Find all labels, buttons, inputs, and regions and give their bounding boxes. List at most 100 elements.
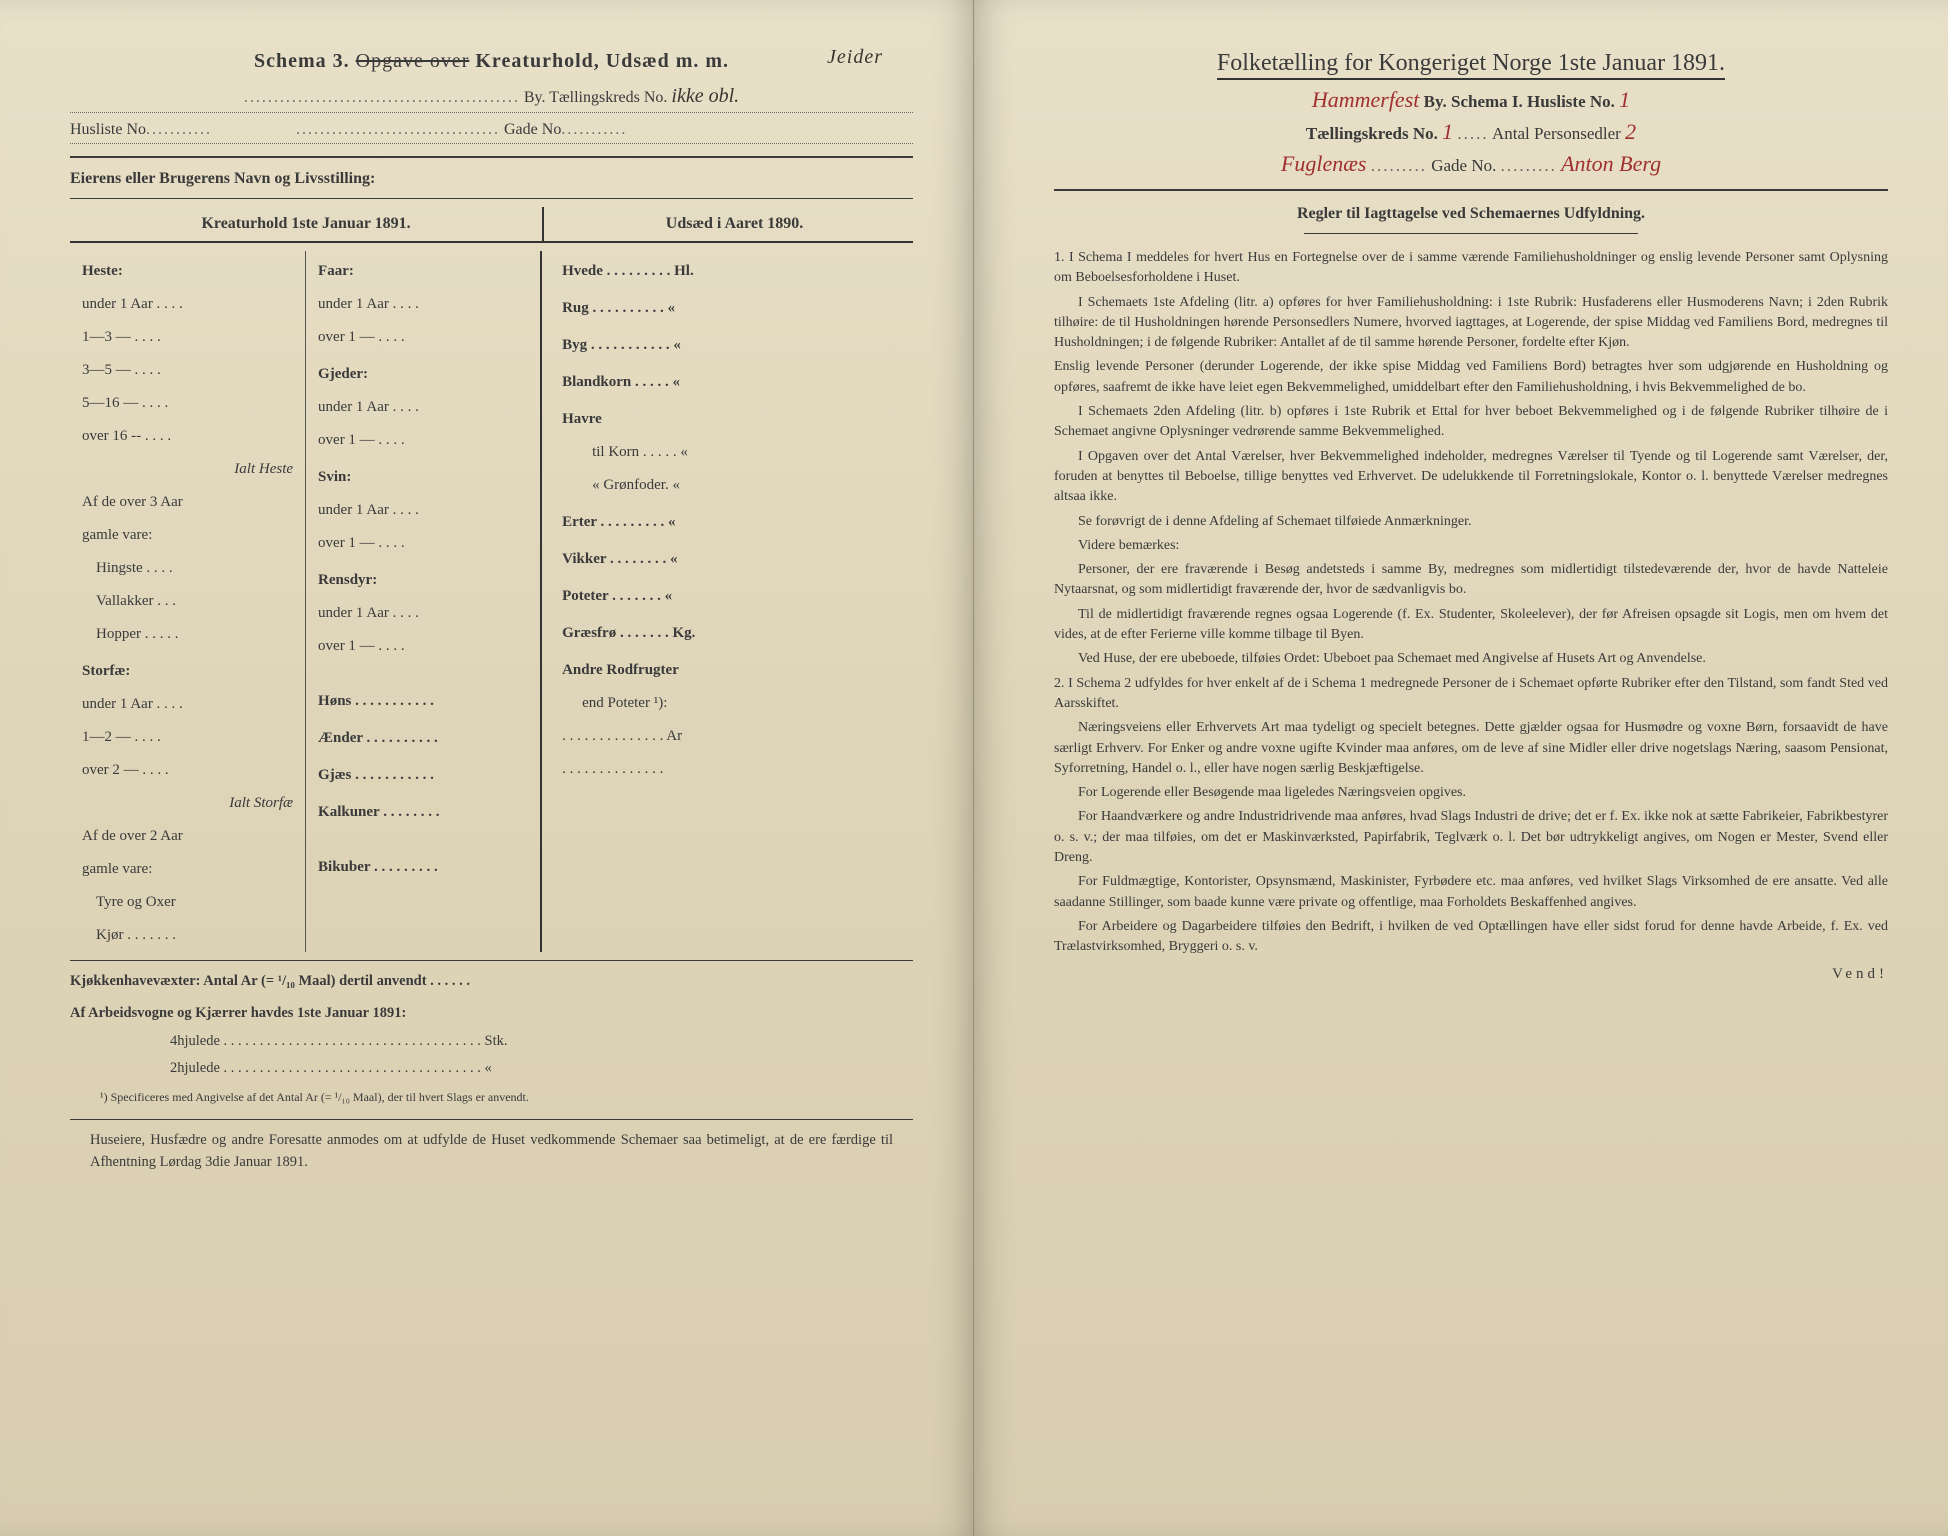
by-schema-label: By. Schema I. Husliste No. — [1424, 92, 1615, 111]
line: under 1 Aar . . . . — [318, 597, 528, 630]
line: Vikker . . . . . . . . « — [562, 543, 901, 576]
kreatur-table: Heste: under 1 Aar . . . . 1—3 — . . . .… — [70, 251, 913, 952]
by-line: ........................................… — [70, 85, 913, 113]
rule-para: 1. I Schema I meddeles for hvert Hus en … — [1054, 248, 1888, 289]
left-title: Schema 3. Opgave over Kreaturhold, Udsæd… — [70, 50, 913, 73]
line: Hvede . . . . . . . . . Hl. — [562, 255, 901, 288]
line: over 1 — . . . . — [318, 424, 528, 457]
handwriting-gade-left: Fuglenæs — [1281, 151, 1367, 176]
line: gamle vare: — [82, 519, 293, 552]
handwriting-top: Jeider — [827, 46, 883, 69]
vogne-label: Af Arbeidsvogne og Kjærrer havdes 1ste J… — [70, 1005, 406, 1021]
line: til Korn . . . . . « — [562, 436, 901, 469]
line: Blandkorn . . . . . « — [562, 366, 901, 399]
rules-body: 1. I Schema I meddeles for hvert Hus en … — [1054, 248, 1888, 958]
line: Bikuber . . . . . . . . . — [318, 851, 528, 884]
svin-head: Svin: — [318, 461, 528, 494]
line: Hingste . . . . — [82, 552, 293, 585]
line: Kalkuner . . . . . . . . — [318, 796, 528, 829]
right-page: Folketælling for Kongeriget Norge 1ste J… — [974, 0, 1948, 1536]
line: Høns . . . . . . . . . . . — [318, 685, 528, 718]
rule-para: For Haandværkere og andre Industridriven… — [1054, 807, 1888, 868]
rule-para: For Arbeidere og Dagarbeidere tilføies d… — [1054, 917, 1888, 958]
rule-para: 2. I Schema 2 udfyldes for hver enkelt a… — [1054, 674, 1888, 715]
line: end Poteter ¹): — [562, 687, 901, 720]
right-title-text: Folketælling for Kongeriget Norge 1ste J… — [1217, 50, 1725, 80]
line: 5—16 — . . . . — [82, 387, 293, 420]
footnote: ¹) Specificeres med Angivelse af det Ant… — [100, 1090, 913, 1105]
gade-label: Gade No — [504, 121, 561, 138]
vogne-2: 2hjulede . . . . . . . . . . . . . . . .… — [70, 1058, 913, 1080]
rule-para: Videre bemærkes: — [1054, 536, 1888, 556]
col1: Heste: under 1 Aar . . . . 1—3 — . . . .… — [70, 251, 306, 952]
title-rest: Kreaturhold, Udsæd m. m. — [475, 50, 729, 72]
owner-label: Eierens eller Brugerens Navn og Livsstil… — [70, 170, 913, 188]
husliste-label: Husliste No — [70, 121, 146, 138]
line: Af de over 3 Aar — [82, 486, 293, 519]
divider-thin — [70, 1119, 913, 1120]
line: under 1 Aar . . . . — [82, 688, 293, 721]
vogne-4: 4hjulede . . . . . . . . . . . . . . . .… — [70, 1031, 913, 1053]
kreds-label: Tællingskreds No. — [1306, 124, 1438, 143]
kreds-line: Tællingskreds No. 1 ..... Antal Personse… — [1054, 119, 1888, 145]
line: Tyre og Oxer — [82, 886, 293, 919]
line: 1—3 — . . . . — [82, 321, 293, 354]
line: Ænder . . . . . . . . . . — [318, 722, 528, 755]
divider-short — [1304, 233, 1638, 234]
line: under 1 Aar . . . . — [318, 288, 528, 321]
line: Byg . . . . . . . . . . . « — [562, 329, 901, 362]
rule-para: I Schemaets 2den Afdeling (litr. b) opfø… — [1054, 402, 1888, 443]
closing-text: Huseiere, Husfædre og andre Foresatte an… — [70, 1130, 913, 1174]
rule-para: Ved Huse, der ere ubeboede, tilføies Ord… — [1054, 649, 1888, 669]
rule-para: I Schemaets 1ste Afdeling (litr. a) opfø… — [1054, 293, 1888, 354]
line: Kjør . . . . . . . — [82, 919, 293, 952]
rule-para: For Logerende eller Besøgende maa ligele… — [1054, 783, 1888, 803]
line: « Grønfoder. « — [562, 469, 901, 502]
by-label: By. Tællingskreds No. — [524, 89, 668, 106]
rule-para: I Opgaven over det Antal Værelser, hver … — [1054, 447, 1888, 508]
book-spread: Schema 3. Opgave over Kreaturhold, Udsæd… — [0, 0, 1948, 1536]
rule-para: Næringsveiens eller Erhvervets Art maa t… — [1054, 718, 1888, 779]
divider-thin — [70, 198, 913, 199]
line: over 2 — . . . . — [82, 754, 293, 787]
line: under 1 Aar . . . . — [82, 288, 293, 321]
rules-heading: Regler til Iagttagelse ved Schemaernes U… — [1054, 205, 1888, 223]
line: over 1 — . . . . — [318, 527, 528, 560]
kjokken-line: Kjøkkenhavevæxter: Antal Ar (= ¹/₁₀ Maal… — [70, 971, 913, 993]
gade-line: Fuglenæs ......... Gade No. ......... An… — [1054, 151, 1888, 177]
line: over 1 — . . . . — [318, 321, 528, 354]
schema-label: Schema 3. — [254, 50, 350, 72]
line: 1—2 — . . . . — [82, 721, 293, 754]
right-title: Folketælling for Kongeriget Norge 1ste J… — [1054, 50, 1888, 77]
line: Hopper . . . . . — [82, 618, 293, 651]
line: under 1 Aar . . . . — [318, 391, 528, 424]
ialt-heste: Ialt Heste — [82, 453, 293, 486]
gjeder-head: Gjeder: — [318, 358, 528, 391]
rule-para: Se forøvrigt de i denne Afdeling af Sche… — [1054, 512, 1888, 532]
vend-label: Vend! — [1054, 966, 1888, 983]
kjokken-label: Kjøkkenhavevæxter: Antal Ar (= ¹/₁₀ Maal… — [70, 973, 470, 989]
left-page: Schema 3. Opgave over Kreaturhold, Udsæd… — [0, 0, 974, 1536]
rule-para: Personer, der ere fraværende i Besøg and… — [1054, 560, 1888, 601]
line: Rug . . . . . . . . . . « — [562, 292, 901, 325]
handwriting-kreds: ikke obl. — [671, 85, 739, 107]
line: Vallakker . . . — [82, 585, 293, 618]
handwriting-husliste: 1 — [1619, 87, 1630, 112]
line: Af de over 2 Aar — [82, 820, 293, 853]
col3: Hvede . . . . . . . . . Hl. Rug . . . . … — [542, 251, 913, 952]
ialt-storfae: Ialt Storfæ — [82, 787, 293, 820]
divider-thin — [70, 960, 913, 961]
rule-para: Enslig levende Personer (derunder Logere… — [1054, 357, 1888, 398]
divider — [1054, 189, 1888, 191]
rensdyr-head: Rensdyr: — [318, 564, 528, 597]
rule-para: Til de midlertidigt fraværende regnes og… — [1054, 605, 1888, 646]
divider — [70, 156, 913, 158]
table-header-row: Kreaturhold 1ste Januar 1891. Udsæd i Aa… — [70, 207, 913, 243]
line: over 1 — . . . . — [318, 630, 528, 663]
rule-para: For Fuldmægtige, Kontorister, Opsynsmænd… — [1054, 872, 1888, 913]
col2: Faar: under 1 Aar . . . . over 1 — . . .… — [306, 251, 542, 952]
heste-head: Heste: — [82, 255, 293, 288]
kreatur-head: Kreaturhold 1ste Januar 1891. — [70, 207, 542, 243]
gade-label-right: Gade No. — [1431, 156, 1496, 175]
line: . . . . . . . . . . . . . . — [562, 753, 901, 786]
